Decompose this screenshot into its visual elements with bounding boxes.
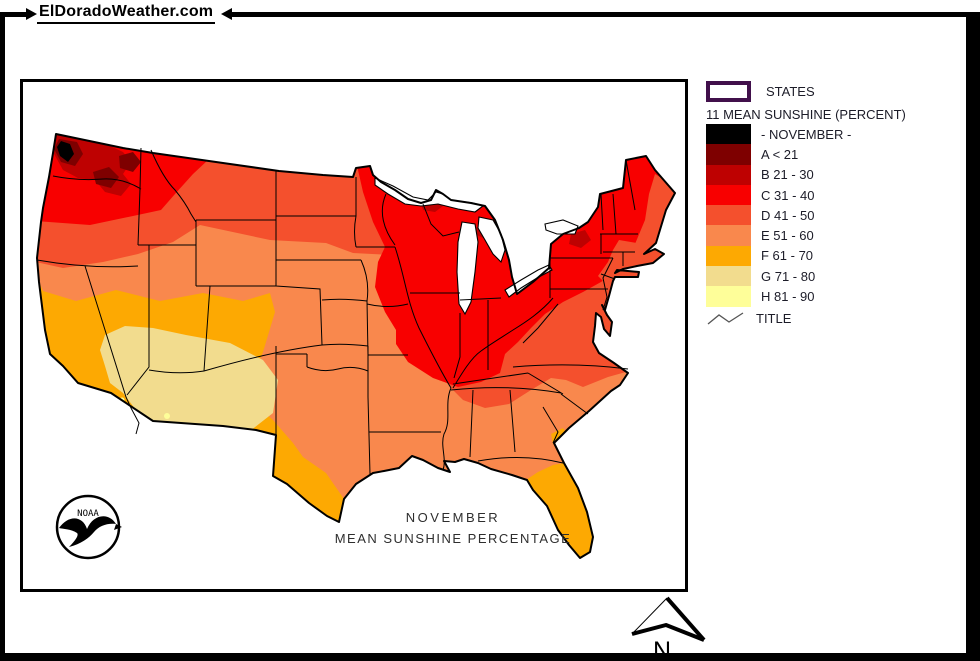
great-lakes <box>374 177 579 316</box>
map-caption-subtitle: MEAN SUNSHINE PERCENTAGE <box>334 531 572 546</box>
legend-swatch <box>706 286 751 307</box>
legend-swatch <box>706 184 751 206</box>
lake-ontario <box>544 219 579 235</box>
legend-row: B 21 - 30 <box>706 164 966 185</box>
arrow-left-icon <box>221 8 232 20</box>
states-label: STATES <box>766 83 815 99</box>
legend-swatch <box>706 124 751 145</box>
noaa-bird-icon <box>59 516 116 547</box>
map-caption: NOVEMBER MEAN SUNSHINE PERCENTAGE <box>293 510 613 546</box>
legend-row: A < 21 <box>706 144 966 165</box>
lake-michigan <box>456 221 479 316</box>
legend-rows: - NOVEMBER - A < 21 B 21 - 30 C 31 - 40 D 41… <box>706 124 966 307</box>
map-caption-month: NOVEMBER <box>405 510 501 525</box>
legend-class-label: - NOVEMBER - <box>761 126 852 142</box>
legend-row: - NOVEMBER - <box>706 124 966 145</box>
noaa-bird-beak-icon <box>114 524 122 530</box>
north-arrow: N <box>631 596 706 661</box>
legend-row: G 71 - 80 <box>706 266 966 287</box>
page-border-left <box>0 12 5 661</box>
state-borders <box>36 147 638 475</box>
legend-row: E 51 - 60 <box>706 225 966 246</box>
page-border-right <box>966 12 980 661</box>
legend-class-label: B 21 - 30 <box>761 167 814 183</box>
legend-class-label: E 51 - 60 <box>761 228 814 244</box>
legend-swatch <box>706 144 751 165</box>
legend-class-label: A < 21 <box>761 146 799 162</box>
page-border-bottom <box>0 653 980 661</box>
region-a-cascades <box>93 167 119 188</box>
legend-class-label: D 41 - 50 <box>761 207 815 223</box>
lake-huron <box>477 216 506 264</box>
arrow-right-icon <box>26 8 37 20</box>
legend-swatch <box>706 245 751 267</box>
legend-title-label: TITLE <box>756 311 792 327</box>
zigzag-line-icon <box>707 312 744 325</box>
noaa-logo: NOAA <box>55 494 122 560</box>
us-outline <box>36 133 676 559</box>
legend: STATES 11 MEAN SUNSHINE (PERCENT) - NOVE… <box>706 80 966 329</box>
legend-swatch <box>706 205 751 226</box>
legend-swatch <box>706 266 751 287</box>
site-title[interactable]: ElDoradoWeather.com <box>37 3 216 24</box>
legend-row: F 61 - 70 <box>706 245 966 267</box>
region-a-idaho <box>119 152 141 172</box>
legend-title-row: TITLE <box>706 309 966 329</box>
legend-row: H 81 - 90 <box>706 286 966 307</box>
north-label: N <box>653 637 671 661</box>
legend-row: C 31 - 40 <box>706 184 966 206</box>
legend-swatch <box>706 164 751 185</box>
header-rule-right <box>232 12 980 17</box>
legend-heading: 11 MEAN SUNSHINE (PERCENT) <box>706 107 906 122</box>
legend-class-label: F 61 - 70 <box>761 248 814 264</box>
legend-swatch <box>706 225 751 246</box>
legend-class-label: C 31 - 40 <box>761 187 815 203</box>
legend-class-label: H 81 - 90 <box>761 289 815 305</box>
legend-class-label: G 71 - 80 <box>761 268 816 284</box>
header-rule-left <box>0 12 26 17</box>
states-swatch <box>706 80 751 102</box>
region-d-maine-coast <box>635 174 675 256</box>
region-h-arizona <box>164 413 170 419</box>
noaa-label: NOAA <box>77 509 99 519</box>
lake-erie <box>504 264 553 298</box>
legend-row: D 41 - 50 <box>706 205 966 226</box>
map-frame: NOAA NOVEMBER MEAN SUNSHINE PERCENTAGE <box>20 79 688 592</box>
region-g-desert <box>100 326 278 433</box>
region-lt21-black <box>57 141 74 162</box>
us-sunshine-map: NOAA <box>36 133 676 560</box>
legend-states-row: STATES <box>706 80 966 102</box>
